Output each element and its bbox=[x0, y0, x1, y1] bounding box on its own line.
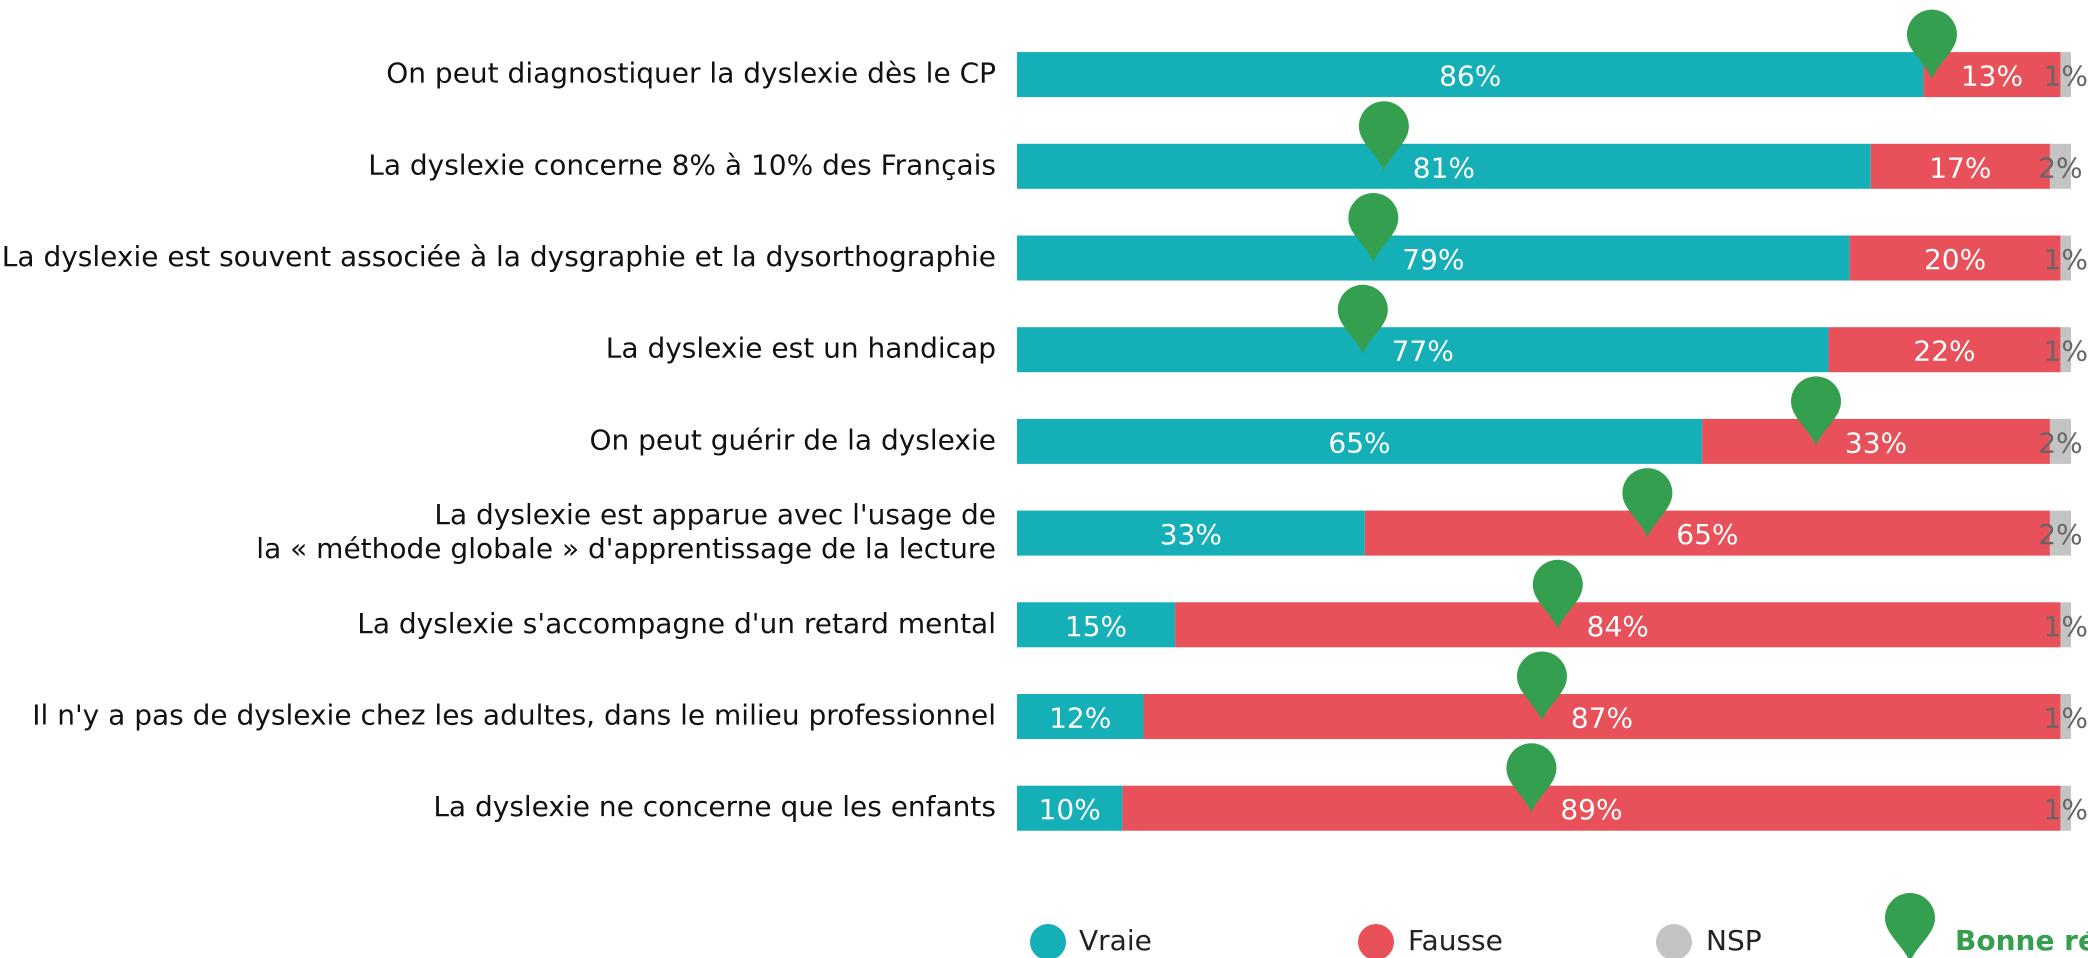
bar-segment bbox=[1923, 52, 2061, 98]
value-label: 2% bbox=[2038, 518, 2082, 551]
category-label: La dyslexie est un handicap bbox=[606, 332, 996, 365]
category-line: La dyslexie est un handicap bbox=[606, 332, 996, 365]
bar-segment bbox=[1017, 327, 1829, 373]
value-label: 1% bbox=[2044, 702, 2088, 735]
value-label: 2% bbox=[2038, 426, 2082, 459]
category-line: On peut guérir de la dyslexie bbox=[589, 423, 996, 456]
legend-label: Fausse bbox=[1408, 924, 1503, 957]
bar-segment bbox=[2060, 235, 2071, 281]
category-label: La dyslexie concerne 8% à 10% des França… bbox=[368, 148, 996, 181]
legend-swatch bbox=[1358, 924, 1394, 958]
value-label: 77% bbox=[1392, 335, 1454, 368]
bar-segment bbox=[2049, 143, 2071, 189]
value-label: 1% bbox=[2044, 610, 2088, 643]
bar-segment bbox=[1017, 602, 1176, 648]
bar-segment bbox=[1122, 785, 2061, 831]
bar-segment bbox=[2060, 785, 2071, 831]
category-line: la « méthode globale » d'apprentissage d… bbox=[256, 532, 996, 565]
category-line: Il n'y a pas de dyslexie chez les adulte… bbox=[32, 699, 996, 732]
legend-swatch bbox=[1656, 924, 1692, 958]
value-label: 17% bbox=[1929, 151, 1991, 184]
category-label: On peut diagnostiquer la dyslexie dès le… bbox=[386, 57, 996, 90]
bar-segment bbox=[1828, 327, 2061, 373]
value-label: 1% bbox=[2044, 60, 2088, 93]
category-line: On peut diagnostiquer la dyslexie dès le… bbox=[386, 57, 996, 90]
bar-segment bbox=[2060, 694, 2071, 739]
value-label: 87% bbox=[1571, 702, 1633, 735]
correct-answer-pin bbox=[1791, 376, 1842, 446]
category-line: La dyslexie ne concerne que les enfants bbox=[433, 790, 996, 823]
legend-label: Bonne réponse bbox=[1955, 924, 2088, 957]
value-label: 84% bbox=[1587, 610, 1649, 643]
bar-segment bbox=[1175, 602, 2061, 648]
correct-answer-pin bbox=[1337, 284, 1388, 354]
category-label: La dyslexie est apparue avec l'usage de l… bbox=[256, 498, 996, 565]
value-label: 22% bbox=[1913, 335, 1975, 368]
bar-segment bbox=[1017, 510, 1365, 556]
value-label: 79% bbox=[1402, 243, 1464, 276]
correct-answer-pin bbox=[1506, 743, 1557, 813]
legend-pin bbox=[1885, 893, 1935, 958]
bar-segment bbox=[1870, 143, 2050, 189]
value-label: 1% bbox=[2044, 793, 2088, 826]
category-line: La dyslexie est souvent associée à la dy… bbox=[2, 240, 996, 273]
legend-swatch bbox=[1030, 924, 1066, 958]
value-label: 13% bbox=[1961, 60, 2023, 93]
legend-label: NSP bbox=[1706, 924, 1762, 957]
category-line: La dyslexie concerne 8% à 10% des França… bbox=[368, 148, 996, 181]
category-label: Il n'y a pas de dyslexie chez les adulte… bbox=[32, 699, 996, 732]
value-label: 89% bbox=[1560, 793, 1622, 826]
value-label: 33% bbox=[1845, 426, 1907, 459]
correct-answer-pin bbox=[1906, 9, 1957, 79]
value-label: 1% bbox=[2044, 335, 2088, 368]
correct-answer-pin bbox=[1358, 101, 1409, 171]
category-line: La dyslexie s'accompagne d'un retard men… bbox=[357, 607, 996, 640]
bar-segment bbox=[2060, 327, 2071, 373]
value-label: 33% bbox=[1160, 518, 1222, 551]
bar-segment bbox=[2060, 52, 2071, 98]
bar-segment bbox=[1849, 235, 2061, 281]
correct-answer-pin bbox=[1622, 468, 1673, 538]
value-label: 1% bbox=[2044, 243, 2088, 276]
value-label: 10% bbox=[1039, 793, 1101, 826]
value-label: 15% bbox=[1065, 610, 1127, 643]
value-label: 65% bbox=[1328, 426, 1390, 459]
bar-segment bbox=[1364, 510, 2050, 556]
bar-segment bbox=[1702, 418, 2050, 464]
correct-answer-pin bbox=[1532, 559, 1583, 629]
value-label: 20% bbox=[1924, 243, 1986, 276]
bar-segment bbox=[1017, 52, 1924, 98]
bar-segment bbox=[1017, 143, 1871, 189]
bar-segment bbox=[2060, 602, 2071, 648]
bar-segment bbox=[2049, 418, 2071, 464]
correct-answer-pin bbox=[1348, 193, 1399, 262]
category-label: On peut guérir de la dyslexie bbox=[589, 423, 996, 456]
bar-segment bbox=[1017, 694, 1144, 739]
value-label: 2% bbox=[2038, 151, 2082, 184]
bar-segment bbox=[1017, 785, 1123, 831]
category-line: La dyslexie est apparue avec l'usage de bbox=[434, 498, 996, 531]
value-label: 81% bbox=[1413, 151, 1475, 184]
value-label: 86% bbox=[1439, 60, 1501, 93]
bar-segment bbox=[1017, 235, 1850, 281]
category-label: La dyslexie est souvent associée à la dy… bbox=[2, 240, 996, 273]
bar-segment bbox=[2049, 510, 2071, 556]
bar-segment bbox=[1017, 418, 1703, 464]
category-label: La dyslexie ne concerne que les enfants bbox=[433, 790, 996, 823]
category-label: La dyslexie s'accompagne d'un retard men… bbox=[357, 607, 996, 640]
bar-segment bbox=[1143, 694, 2061, 739]
correct-answer-pin bbox=[1516, 651, 1567, 721]
value-label: 65% bbox=[1676, 518, 1738, 551]
legend-label: Vraie bbox=[1079, 924, 1152, 957]
value-label: 12% bbox=[1049, 702, 1111, 735]
